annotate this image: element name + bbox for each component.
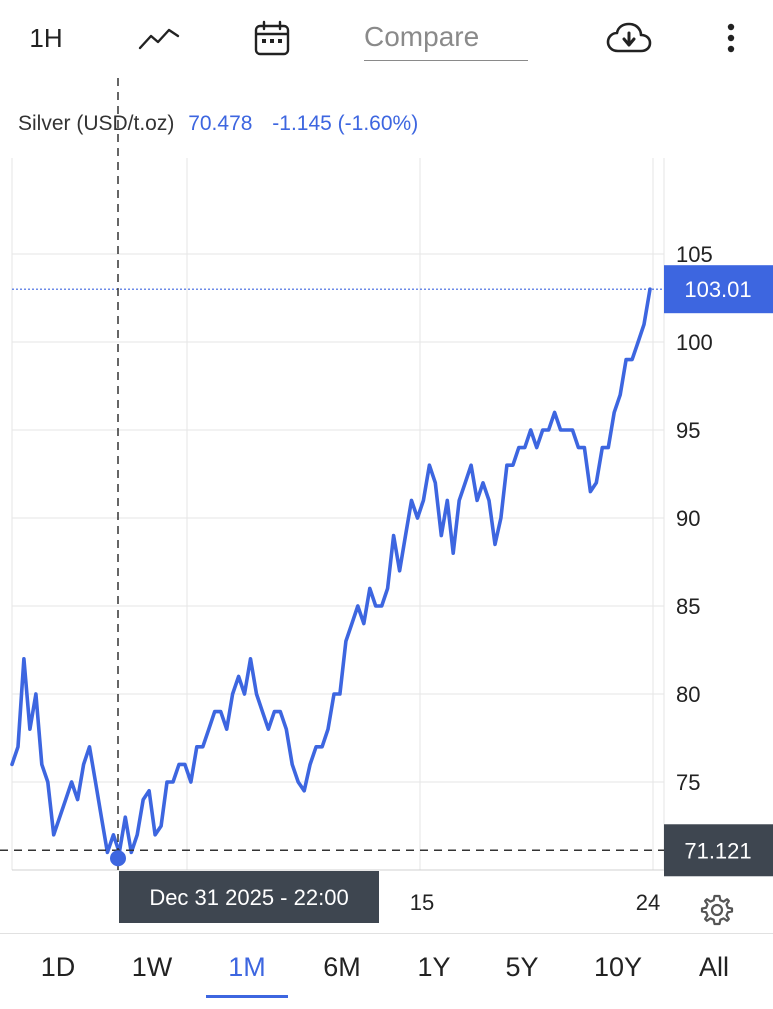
range-tab-10y[interactable]: 10Y xyxy=(573,934,663,1000)
range-tab-label: 10Y xyxy=(593,951,643,982)
last-price-text: 103.01 xyxy=(684,277,751,302)
more-vertical-icon[interactable] xyxy=(716,14,746,62)
range-tab-all[interactable]: All xyxy=(669,934,759,1000)
range-tabs: 1D 1W 1M 6M 1Y 5Y 10Y All xyxy=(0,933,773,1009)
y-tick-label: 75 xyxy=(676,770,700,795)
gear-icon[interactable] xyxy=(700,893,734,927)
crosshair-price-text: 71.121 xyxy=(684,838,751,863)
crosshair-price-label: 71.121 xyxy=(664,824,773,877)
range-tab-label: 6M xyxy=(323,951,361,982)
cloud-download-icon[interactable] xyxy=(604,14,654,62)
x-tick-label: 15 xyxy=(410,890,434,915)
range-tab-1m[interactable]: 1M xyxy=(202,934,292,1000)
range-tab-label: 5Y xyxy=(505,951,539,982)
crosshair-date-text: Dec 31 2025 - 22:00 xyxy=(149,885,348,910)
range-tab-6m[interactable]: 6M xyxy=(297,934,387,1000)
range-tab-1w[interactable]: 1W xyxy=(107,934,197,1000)
crosshair-date-label: Dec 31 2025 - 22:00 xyxy=(119,871,379,923)
compare-input[interactable]: Compare xyxy=(364,14,528,61)
quote-header: Silver (USD/t.oz) 70.478 -1.145 (-1.60%) xyxy=(18,112,418,136)
y-tick-label: 85 xyxy=(676,594,700,619)
instrument-name: Silver (USD/t.oz) xyxy=(18,112,175,135)
line-chart-icon[interactable] xyxy=(136,14,182,62)
range-tab-1y[interactable]: 1Y xyxy=(389,934,479,1000)
y-tick-label: 95 xyxy=(676,418,700,443)
range-tab-1d[interactable]: 1D xyxy=(13,934,103,1000)
price-chart[interactable]: 75 80 85 90 95 100 105 15 24 103.01 71.121 Dec … xyxy=(0,78,773,935)
y-tick-label: 100 xyxy=(676,330,713,355)
y-tick-label: 80 xyxy=(676,682,700,707)
active-tab-underline xyxy=(206,995,288,998)
chart-toolbar: 1H Compare xyxy=(0,0,773,78)
range-tab-label: 1M xyxy=(228,951,266,982)
crosshair-point xyxy=(110,850,126,867)
last-price-label: 103.01 xyxy=(664,265,773,314)
range-tab-label: 1D xyxy=(40,951,76,982)
quote-change: -1.145 (-1.60%) xyxy=(272,112,419,135)
range-tab-5y[interactable]: 5Y xyxy=(477,934,567,1000)
x-tick-label: 24 xyxy=(636,890,660,915)
range-tab-label: 1Y xyxy=(417,951,451,982)
range-tab-label: All xyxy=(698,951,729,982)
series-line xyxy=(10,287,652,855)
range-tab-label: 1W xyxy=(131,951,173,982)
quote-value: 70.478 xyxy=(188,112,253,135)
y-tick-label: 105 xyxy=(676,242,713,267)
interval-selector[interactable]: 1H xyxy=(29,22,63,53)
calendar-icon[interactable] xyxy=(250,14,294,62)
y-tick-label: 90 xyxy=(676,506,700,531)
